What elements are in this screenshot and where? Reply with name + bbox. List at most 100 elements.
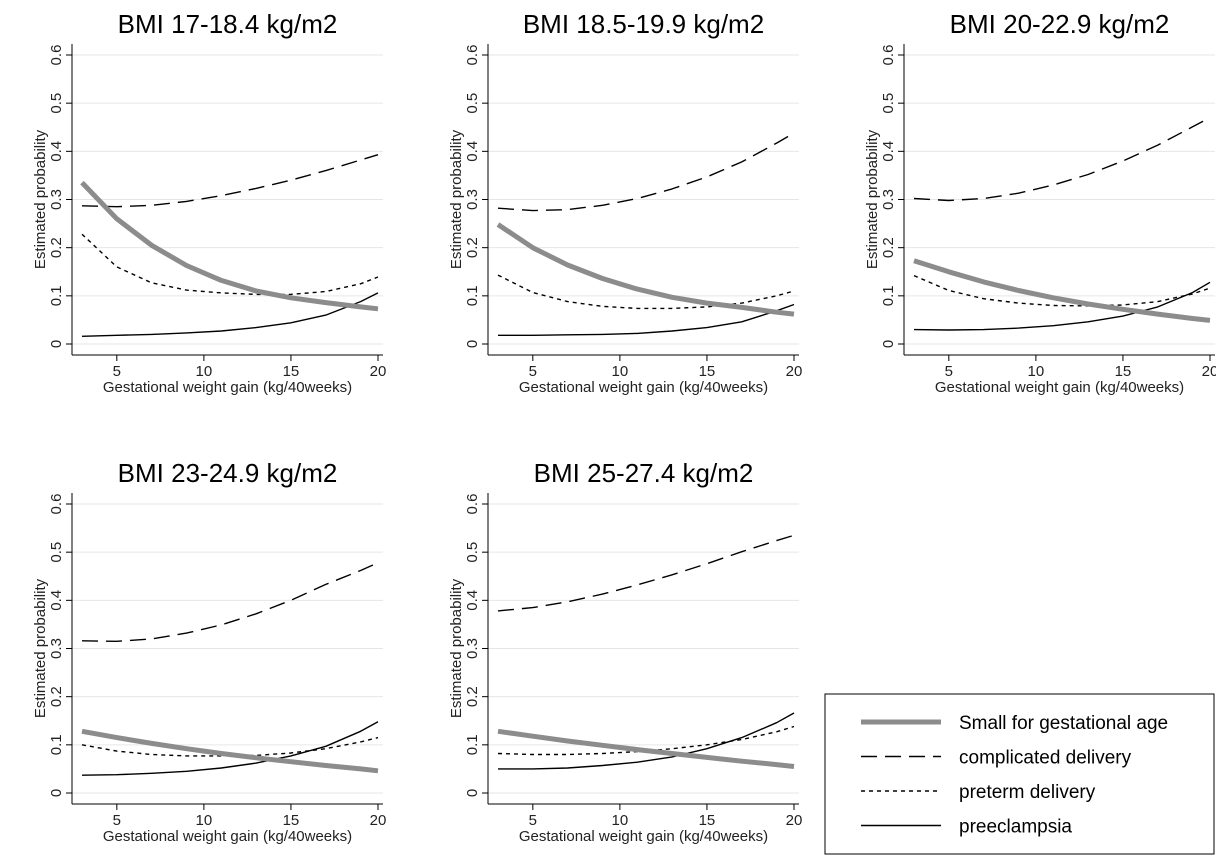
x-tick-label: 10 <box>1028 363 1045 380</box>
x-tick-label: 15 <box>699 812 716 829</box>
y-tick-label: 0.5 <box>464 93 481 114</box>
series-line-preterm <box>497 274 795 310</box>
series-line-preeclampsia <box>81 292 379 337</box>
panel-title: BMI 17-18.4 kg/m2 <box>118 9 338 39</box>
legend-label-preterm: preterm delivery <box>959 782 1096 803</box>
y-tick-label: 0 <box>464 789 481 797</box>
x-tick-label: 20 <box>1202 363 1216 380</box>
y-tick-label: 0.2 <box>464 237 481 258</box>
series-line-sga <box>497 728 795 769</box>
y-axis-label: Estimated probability <box>448 129 465 269</box>
series-line-preeclampsia <box>81 721 379 776</box>
series-line-sga <box>80 180 379 312</box>
y-tick-label: 0.3 <box>48 189 65 210</box>
x-tick-label: 20 <box>786 812 803 829</box>
x-tick-label: 15 <box>283 363 300 380</box>
panel-5: BMI 25-27.4 kg/m2 0 0.1 0.2 0.3 0.4 0.5 0.6 5 10 1… <box>448 458 802 845</box>
legend: Small for gestational age complicated del… <box>824 693 1215 855</box>
y-tick-label: 0.5 <box>48 93 65 114</box>
legend-label-complicated: complicated delivery <box>959 748 1132 769</box>
y-tick-label: 0.6 <box>48 494 65 515</box>
y-tick-label: 0.1 <box>48 734 65 755</box>
panels: BMI 17-18.4 kg/m2 0 0.1 0.2 0.3 0.4 0.5 0.6 5 10 1… <box>32 9 1216 845</box>
y-tick-label: 0.4 <box>48 590 65 611</box>
y-axis-label: Estimated probability <box>864 129 881 269</box>
y-tick-label: 0.4 <box>464 590 481 611</box>
x-axis-label: Gestational weight gain (kg/40weeks) <box>103 828 352 845</box>
x-tick-label: 15 <box>699 363 716 380</box>
y-tick-label: 0 <box>48 340 65 348</box>
y-tick-label: 0 <box>880 340 897 348</box>
x-tick-label: 10 <box>196 363 213 380</box>
x-tick-label: 10 <box>612 812 629 829</box>
y-tick-label: 0.6 <box>880 45 897 66</box>
y-tick-label: 0.3 <box>880 189 897 210</box>
y-tick-label: 0.5 <box>48 542 65 563</box>
series-line-complicated <box>81 154 379 208</box>
y-tick-label: 0.6 <box>48 45 65 66</box>
y-tick-label: 0.2 <box>48 686 65 707</box>
y-tick-label: 0.3 <box>464 189 481 210</box>
y-tick-label: 0.2 <box>880 237 897 258</box>
x-tick-label: 5 <box>529 812 537 829</box>
series-line-preterm <box>913 274 1211 307</box>
x-tick-label: 10 <box>612 363 629 380</box>
legend-box <box>824 693 1215 855</box>
y-tick-label: 0.1 <box>464 734 481 755</box>
panel-1: BMI 17-18.4 kg/m2 0 0.1 0.2 0.3 0.4 0.5 0.6 5 10 1… <box>32 9 386 396</box>
y-tick-label: 0.6 <box>464 494 481 515</box>
series-line-complicated <box>81 562 379 642</box>
y-tick-label: 0 <box>464 340 481 348</box>
x-tick-label: 5 <box>113 812 121 829</box>
series-line-sga <box>496 222 795 317</box>
series-line-complicated <box>497 132 795 212</box>
y-tick-label: 0 <box>48 789 65 797</box>
y-tick-label: 0.4 <box>880 141 897 162</box>
y-axis-label: Estimated probability <box>32 578 49 718</box>
x-tick-label: 5 <box>113 363 121 380</box>
x-axis-label: Gestational weight gain (kg/40weeks) <box>103 379 352 396</box>
panel-title: BMI 20-22.9 kg/m2 <box>950 9 1170 39</box>
y-tick-label: 0.1 <box>464 285 481 306</box>
y-axis-label: Estimated probability <box>32 129 49 269</box>
x-tick-label: 20 <box>370 812 387 829</box>
y-tick-label: 0.6 <box>464 45 481 66</box>
legend-label-sga: Small for gestational age <box>959 713 1168 734</box>
series-line-complicated <box>913 116 1211 202</box>
x-tick-label: 10 <box>196 812 213 829</box>
y-tick-label: 0.1 <box>880 285 897 306</box>
x-axis-label: Gestational weight gain (kg/40weeks) <box>519 828 768 845</box>
y-tick-label: 0.4 <box>464 141 481 162</box>
series-line-preeclampsia <box>913 281 1211 331</box>
panel-3: BMI 20-22.9 kg/m2 0 0.1 0.2 0.3 0.4 0.5 0.6 5 10 1… <box>864 9 1216 396</box>
x-axis-label: Gestational weight gain (kg/40weeks) <box>935 379 1184 396</box>
y-tick-label: 0.5 <box>464 542 481 563</box>
y-tick-label: 0.2 <box>464 686 481 707</box>
y-tick-label: 0.3 <box>48 638 65 659</box>
panel-title: BMI 18.5-19.9 kg/m2 <box>523 9 764 39</box>
x-tick-label: 15 <box>1115 363 1132 380</box>
panel-4: BMI 23-24.9 kg/m2 0 0.1 0.2 0.3 0.4 0.5 0.6 5 10 1… <box>32 458 386 845</box>
series-line-preterm <box>81 233 379 296</box>
y-tick-label: 0.5 <box>880 93 897 114</box>
x-tick-label: 5 <box>945 363 953 380</box>
series-line-preeclampsia <box>498 712 795 770</box>
y-tick-label: 0.4 <box>48 141 65 162</box>
series-line-complicated <box>497 534 795 612</box>
x-tick-label: 20 <box>370 363 387 380</box>
x-axis-label: Gestational weight gain (kg/40weeks) <box>519 379 768 396</box>
series-line-sga <box>913 258 1211 323</box>
y-tick-label: 0.2 <box>48 237 65 258</box>
legend-label-preeclampsia: preeclampsia <box>959 817 1072 838</box>
y-tick-label: 0.1 <box>48 285 65 306</box>
panel-title: BMI 23-24.9 kg/m2 <box>118 458 338 488</box>
x-tick-label: 20 <box>786 363 803 380</box>
x-tick-label: 15 <box>283 812 300 829</box>
y-axis-label: Estimated probability <box>448 578 465 718</box>
panel-2: BMI 18.5-19.9 kg/m2 0 0.1 0.2 0.3 0.4 0.5 0.6 5 1… <box>448 9 802 396</box>
x-tick-label: 5 <box>529 363 537 380</box>
series-line-preeclampsia <box>498 303 795 336</box>
y-tick-label: 0.3 <box>464 638 481 659</box>
panel-title: BMI 25-27.4 kg/m2 <box>534 458 754 488</box>
